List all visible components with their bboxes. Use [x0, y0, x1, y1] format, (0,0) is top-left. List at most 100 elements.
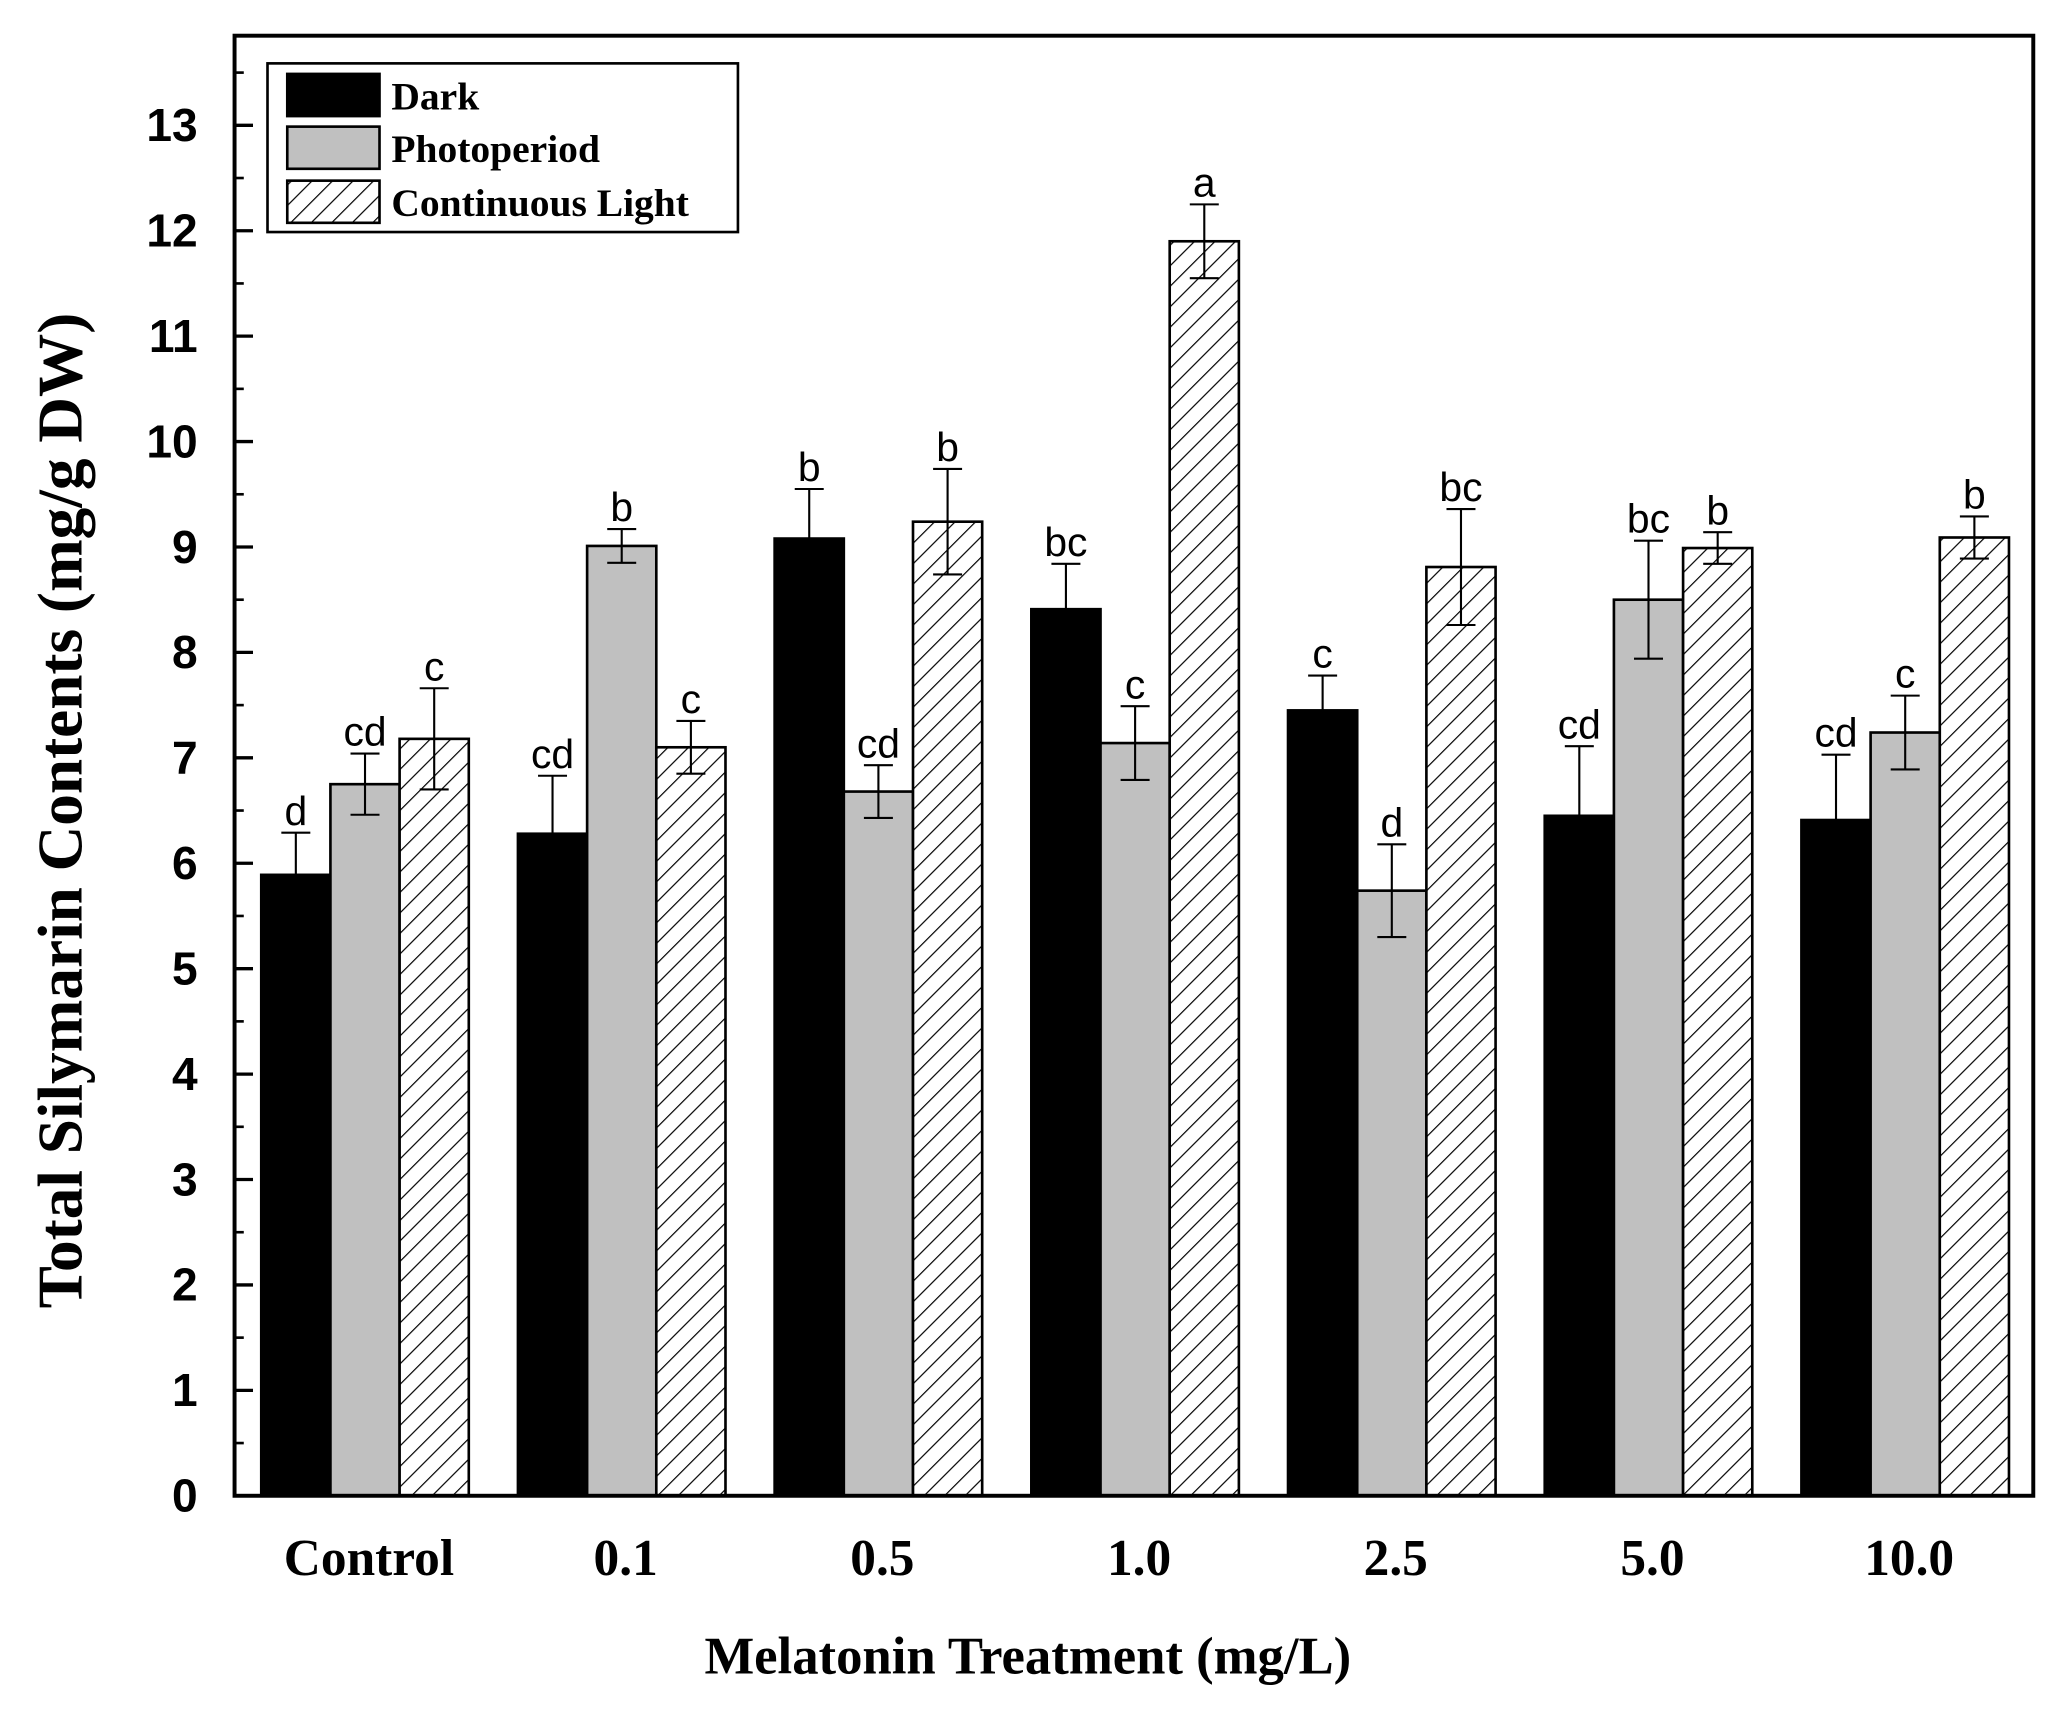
legend: Dark Photoperiod Continuous Light	[266, 62, 740, 234]
bar-continuous-light-5-0	[1681, 546, 1754, 1498]
y-tick-label-8: 8	[172, 626, 198, 678]
error-bar-photoperiod-5-0	[1634, 539, 1663, 660]
significance-letter-photoperiod-0-5: cd	[857, 720, 900, 766]
significance-letter-dark-0-1: cd	[531, 731, 574, 777]
x-tick-label-1-0: 1.0	[1107, 1530, 1171, 1587]
error-bar-continuous-light-1-0	[1189, 203, 1219, 280]
error-bar-continuous-light-0-1	[676, 719, 706, 775]
error-bar-dark-0-5	[794, 487, 824, 590]
error-bar-dark-0-1	[538, 774, 568, 893]
bar-continuous-light-10-0	[1938, 536, 2011, 1498]
bars-layer	[259, 239, 2011, 1498]
bar-photoperiod-0-5	[842, 790, 915, 1498]
significance-letter-photoperiod-0-1: b	[610, 484, 633, 530]
error-bar-continuous-light-2-5	[1446, 507, 1476, 627]
y-axis-title: Total Silymarin Contents (mg/g DW)	[26, 313, 96, 1309]
error-bar-dark-10-0	[1821, 753, 1851, 887]
bar-dark-control	[259, 873, 332, 1498]
y-tick-label-9: 9	[172, 521, 198, 573]
significance-letter-continuous-light-0-5: b	[936, 424, 959, 470]
error-bar-photoperiod-1-0	[1120, 705, 1150, 782]
legend-swatch-continuous-light	[285, 179, 381, 225]
error-bar-continuous-light-5-0	[1703, 531, 1733, 565]
y-tick-label-3: 3	[172, 1153, 198, 1205]
bar-dark-2-5	[1286, 709, 1359, 1498]
significance-letter-continuous-light-2-5: bc	[1439, 464, 1482, 510]
significance-letter-dark-10-0: cd	[1814, 710, 1857, 756]
error-bar-dark-2-5	[1308, 674, 1338, 747]
legend-swatch-dark	[285, 72, 381, 118]
error-bar-photoperiod-10-0	[1890, 694, 1920, 771]
error-bar-photoperiod-control	[350, 752, 380, 816]
y-tick-label-13: 13	[146, 99, 197, 151]
bar-dark-0-1	[516, 832, 589, 1498]
error-bar-photoperiod-0-1	[607, 528, 637, 564]
significance-letter-dark-control: d	[284, 788, 307, 834]
bar-dark-10-0	[1800, 818, 1872, 1498]
y-tick-label-5: 5	[172, 942, 198, 994]
significance-letter-dark-5-0: cd	[1558, 701, 1601, 747]
y-tick-label-6: 6	[172, 837, 198, 889]
bar-continuous-light-1-0	[1168, 239, 1241, 1498]
y-tick-label-12: 12	[146, 205, 197, 257]
bar-photoperiod-control	[329, 782, 401, 1498]
bar-continuous-light-control	[398, 737, 471, 1498]
significance-letter-photoperiod-1-0: c	[1125, 661, 1145, 707]
significance-letter-continuous-light-0-1: c	[681, 676, 701, 722]
x-tick-label-10-0: 10.0	[1864, 1530, 1954, 1587]
bar-dark-1-0	[1030, 607, 1102, 1498]
legend-label-dark: Dark	[391, 74, 479, 118]
error-bars-layer	[281, 203, 1989, 939]
error-bar-photoperiod-0-5	[863, 764, 893, 819]
significance-letter-continuous-light-5-0: b	[1706, 487, 1729, 533]
error-bar-dark-control	[281, 831, 311, 919]
y-tick-label-2: 2	[172, 1259, 198, 1311]
y-tick-label-1: 1	[172, 1364, 198, 1416]
x-tick-label-5-0: 5.0	[1620, 1530, 1684, 1587]
error-bar-dark-1-0	[1051, 562, 1081, 656]
x-tick-label-2-5: 2.5	[1364, 1530, 1428, 1587]
plot-frame	[232, 33, 2036, 1498]
bar-dark-5-0	[1543, 814, 1616, 1498]
x-axis-title: Melatonin Treatment (mg/L)	[704, 1628, 1351, 1686]
y-tick-label-10: 10	[146, 415, 197, 467]
bar-photoperiod-2-5	[1355, 889, 1428, 1498]
significance-letter-photoperiod-control: cd	[343, 709, 386, 755]
bar-continuous-light-0-5	[911, 520, 984, 1498]
x-tick-label-0-5: 0.5	[850, 1530, 914, 1587]
bar-photoperiod-5-0	[1612, 598, 1685, 1498]
significance-letter-dark-1-0: bc	[1044, 519, 1087, 565]
x-tick-label-0-1: 0.1	[594, 1530, 658, 1587]
legend-label-continuous-light: Continuous Light	[391, 181, 689, 225]
significance-letter-dark-0-5: b	[798, 444, 821, 490]
y-tick-label-11: 11	[149, 310, 198, 362]
bar-continuous-light-0-1	[654, 745, 727, 1498]
error-bar-photoperiod-2-5	[1377, 843, 1407, 939]
significance-letter-dark-2-5: c	[1312, 631, 1332, 677]
error-bar-continuous-light-0-5	[933, 467, 963, 576]
y-tick-label-7: 7	[172, 732, 198, 784]
error-bar-continuous-light-control	[419, 687, 449, 791]
bar-continuous-light-2-5	[1425, 565, 1497, 1498]
legend-label-photoperiod: Photoperiod	[391, 127, 600, 171]
significance-letter-continuous-light-10-0: b	[1963, 472, 1986, 518]
significance-letter-continuous-light-1-0: a	[1193, 159, 1216, 205]
significance-letter-photoperiod-2-5: d	[1380, 799, 1403, 845]
significance-letter-continuous-light-control: c	[424, 643, 444, 689]
significance-letter-photoperiod-10-0: c	[1895, 651, 1915, 697]
error-bar-dark-5-0	[1564, 745, 1594, 887]
bar-photoperiod-0-1	[585, 544, 658, 1498]
legend-swatch-photoperiod	[285, 125, 381, 171]
bar-photoperiod-10-0	[1869, 731, 1942, 1498]
bar-photoperiod-1-0	[1099, 741, 1172, 1498]
error-bar-continuous-light-10-0	[1959, 515, 1989, 560]
y-tick-label-0: 0	[172, 1470, 198, 1522]
bar-dark-0-5	[773, 537, 846, 1498]
y-tick-label-4: 4	[172, 1048, 198, 1100]
x-axis: Control 0.1 0.5 1.0 2.5 5.0 10.0	[284, 1530, 1954, 1587]
x-tick-label-control: Control	[284, 1530, 454, 1587]
significance-letter-photoperiod-5-0: bc	[1627, 496, 1670, 542]
